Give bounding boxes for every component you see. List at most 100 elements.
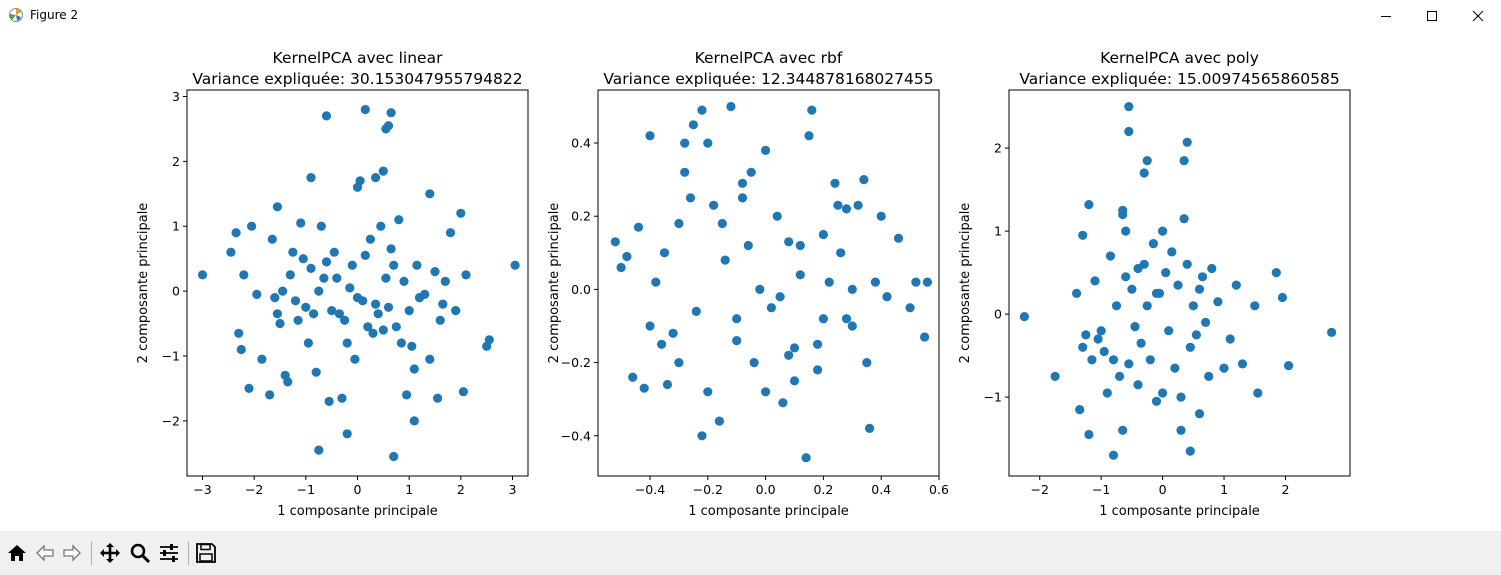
data-point: [309, 309, 319, 319]
data-point: [1179, 156, 1189, 166]
magnifier-icon: [130, 543, 151, 564]
data-point: [394, 215, 404, 225]
data-point: [285, 270, 295, 280]
x-tick-label: 0.6: [929, 482, 949, 497]
minimize-button[interactable]: [1363, 0, 1409, 31]
back-button[interactable]: [31, 539, 59, 567]
data-point: [703, 387, 713, 397]
move-icon: [100, 543, 120, 563]
data-point: [1118, 205, 1128, 215]
data-point: [833, 200, 843, 210]
data-point: [859, 175, 869, 185]
close-button[interactable]: [1455, 0, 1501, 31]
data-point: [1194, 284, 1205, 294]
data-point: [440, 276, 450, 286]
data-point: [795, 240, 805, 251]
data-point: [784, 350, 794, 360]
data-point: [389, 260, 399, 270]
data-point: [314, 445, 324, 455]
data-point: [1133, 380, 1143, 390]
data-point: [836, 248, 846, 258]
data-point: [409, 364, 419, 374]
data-point: [430, 267, 440, 277]
data-point: [697, 105, 707, 115]
data-point: [830, 178, 840, 188]
data-point: [1173, 280, 1183, 290]
data-point: [847, 321, 857, 331]
forward-button[interactable]: [58, 539, 86, 567]
data-point: [1019, 312, 1029, 322]
y-tick-label: −0.2: [561, 355, 591, 370]
data-point: [1127, 284, 1137, 294]
data-point: [1124, 126, 1134, 137]
data-point: [1142, 301, 1152, 311]
data-point: [321, 111, 332, 121]
data-point: [1151, 288, 1162, 298]
data-point: [1219, 363, 1229, 373]
data-point: [342, 429, 352, 439]
data-point: [311, 367, 321, 377]
data-point: [674, 358, 684, 368]
data-point: [347, 260, 357, 270]
data-point: [1084, 429, 1094, 440]
data-point: [1253, 388, 1263, 398]
figure-canvas[interactable]: KernelPCA avec linear Variance expliquée:…: [0, 31, 1501, 531]
y-tick-label: −1: [984, 390, 1002, 405]
data-point: [1197, 272, 1208, 282]
data-point: [381, 273, 391, 283]
data-point: [813, 365, 823, 375]
data-point: [1075, 405, 1085, 415]
data-point: [818, 229, 829, 240]
navigation-toolbar: [0, 531, 1501, 575]
configure-subplots-button[interactable]: [155, 539, 183, 567]
data-point: [1271, 268, 1281, 278]
data-point: [1204, 371, 1214, 381]
x-tick-label: −0.4: [635, 482, 665, 497]
data-point: [1124, 359, 1134, 369]
data-point: [197, 270, 208, 280]
data-point: [389, 451, 399, 462]
x-tick-label: −3: [193, 482, 211, 497]
data-point: [383, 302, 394, 312]
data-point: [340, 315, 350, 325]
floppy-disk-icon: [196, 543, 216, 563]
data-point: [1170, 363, 1180, 373]
data-point: [882, 292, 892, 302]
data-point: [732, 336, 742, 346]
data-point: [795, 270, 805, 280]
maximize-button[interactable]: [1409, 0, 1455, 31]
data-point: [306, 263, 316, 273]
data-point: [818, 314, 829, 324]
data-point: [1277, 292, 1287, 303]
data-point: [1182, 137, 1192, 147]
data-point: [283, 377, 293, 387]
data-point: [766, 303, 777, 313]
data-point: [396, 338, 406, 348]
data-point: [616, 262, 626, 273]
home-button[interactable]: [3, 539, 31, 567]
data-point: [1108, 450, 1119, 460]
data-point: [639, 383, 649, 393]
data-point: [363, 322, 373, 332]
data-point: [1124, 102, 1134, 112]
x-tick-label: −1: [1092, 482, 1110, 497]
save-button[interactable]: [192, 539, 220, 567]
pan-button[interactable]: [96, 539, 124, 567]
data-point: [1161, 268, 1171, 278]
data-point: [1105, 251, 1115, 261]
data-point: [1207, 263, 1217, 274]
x-tick-label: 1: [405, 482, 413, 497]
data-point: [714, 416, 725, 426]
data-point: [404, 306, 414, 316]
data-point: [314, 286, 324, 296]
data-point: [726, 101, 736, 112]
data-point: [1145, 355, 1155, 365]
chart-subtitle: Variance expliquée: 15.00974565860585: [1019, 70, 1339, 88]
data-point: [651, 277, 661, 287]
data-point: [775, 292, 785, 302]
data-point: [893, 233, 904, 243]
zoom-button[interactable]: [126, 539, 154, 567]
x-tick-label: 0.4: [871, 482, 891, 497]
y-tick-label: −0.4: [561, 428, 591, 443]
data-point: [1225, 334, 1235, 344]
